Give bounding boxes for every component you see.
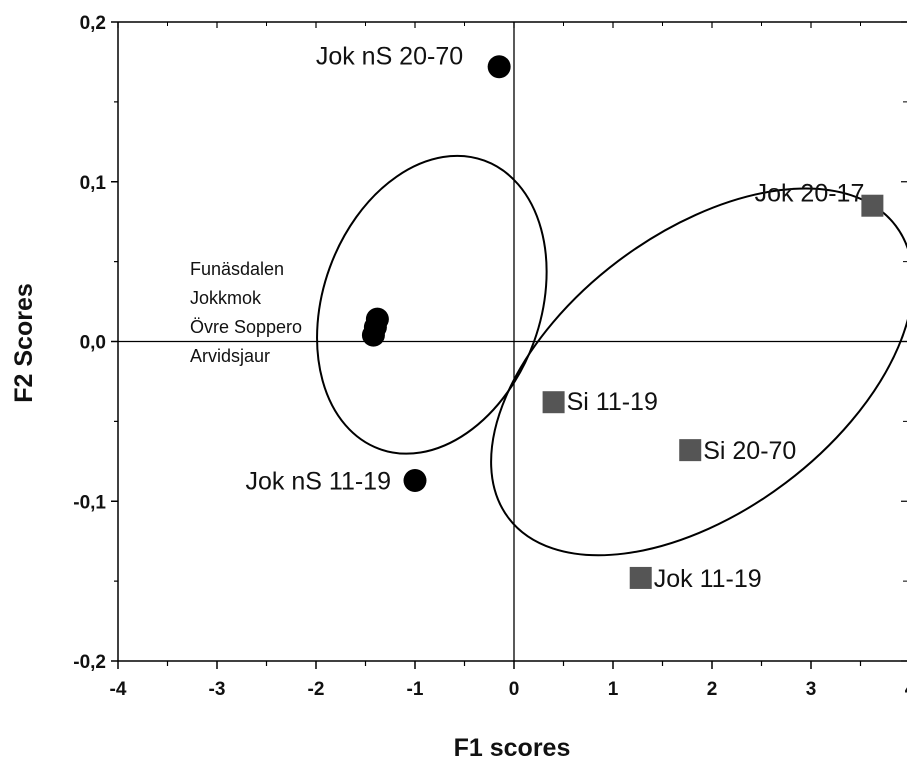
- point-label: Jok 20-17: [755, 180, 865, 208]
- x-tick-label: 0: [509, 679, 520, 700]
- axis-ticks: -4 -3 -2 -1 0 1 2 3 4 -0,2 -0,1 0,0 0,1 0,2: [73, 13, 907, 700]
- point-label: Jok 11-19: [654, 565, 762, 593]
- x-tick-label: 4: [905, 679, 907, 700]
- x-tick-label: 1: [608, 679, 619, 700]
- x-tick-label: -1: [407, 679, 424, 700]
- data-point-circle: [403, 468, 427, 492]
- point-label: Jok nS 20-70: [316, 43, 463, 71]
- x-tick-label: 2: [707, 679, 718, 700]
- y-tick-label: -0,2: [73, 652, 106, 673]
- group-label-line: Övre Soppero: [190, 317, 302, 337]
- data-points: [361, 55, 884, 589]
- data-point-square: [861, 194, 884, 217]
- group-label-line: Funäsdalen: [190, 259, 284, 279]
- data-point-circle: [361, 323, 385, 347]
- y-tick-label: -0,1: [73, 492, 106, 513]
- point-label: Si 20-70: [703, 437, 796, 465]
- data-point-square: [542, 391, 565, 414]
- point-label: Jok nS 11-19: [246, 467, 391, 495]
- group-label-line: Arvidsjaur: [190, 346, 270, 366]
- y-axis-title: F2 Scores: [10, 283, 38, 403]
- y-tick-label: 0,1: [80, 173, 107, 194]
- point-label: Si 11-19: [567, 388, 658, 416]
- y-tick-label: 0,2: [80, 13, 106, 34]
- group-label-line: Jokkmok: [190, 288, 262, 308]
- x-axis-title: F1 scores: [454, 734, 571, 761]
- data-point-circle: [487, 55, 511, 79]
- x-tick-label: -4: [110, 679, 127, 700]
- confidence-ellipse: [490, 187, 907, 557]
- y-tick-label: 0,0: [80, 333, 106, 354]
- data-point-square: [679, 439, 702, 462]
- x-tick-label: -2: [308, 679, 325, 700]
- x-tick-label: 3: [806, 679, 817, 700]
- point-labels: Jok nS 20-70 Jok nS 11-19 Jok 20-17 Si 11-1…: [190, 43, 864, 593]
- x-tick-label: -3: [209, 679, 226, 700]
- data-point-square: [629, 566, 652, 589]
